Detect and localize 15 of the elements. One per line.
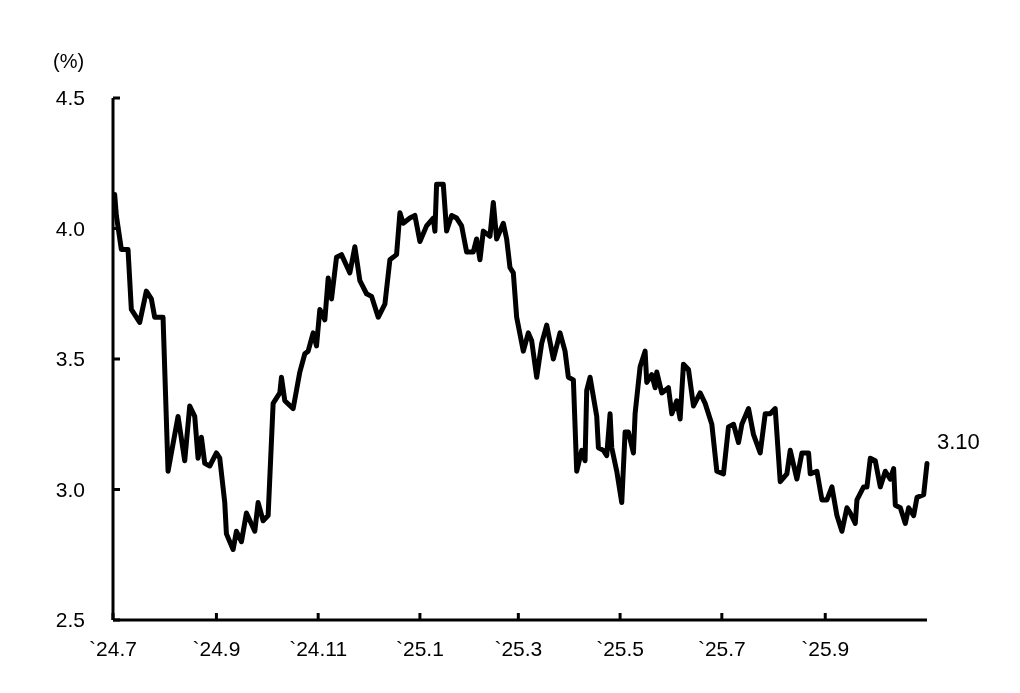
x-tick-label: `24.11 [289,637,348,660]
y-axis-title: (%) [53,50,85,72]
x-tick-label: `25.7 [697,637,746,660]
y-tick-label: 2.5 [55,608,85,632]
y-tick-label: 4.5 [55,86,85,110]
x-tick-label: `25.9 [801,637,850,660]
y-tick-label: 3.5 [55,347,85,371]
x-tick-label: `25.1 [395,637,444,660]
x-tick-label: `25.3 [494,637,543,660]
y-tick-label: 3.0 [55,477,85,501]
annotation: 3.10 [937,429,980,455]
x-tick-label: `24.9 [192,637,241,660]
x-tick-label: `24.7 [89,637,137,660]
x-tick-label: `25.5 [596,637,645,660]
y-tick-label: 4.0 [55,216,85,240]
